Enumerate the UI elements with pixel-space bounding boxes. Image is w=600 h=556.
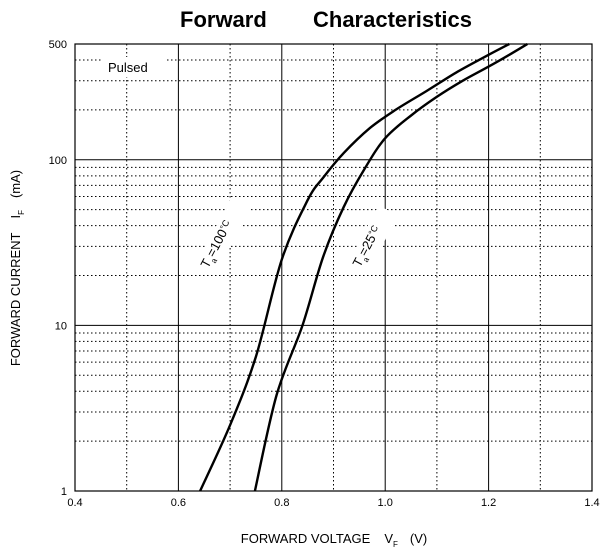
- x-axis-symbol: V: [384, 531, 393, 546]
- pulsed-label-background: [102, 57, 166, 77]
- y-tick-label: 10: [55, 320, 67, 332]
- x-tick-label: 0.6: [171, 497, 186, 509]
- chart-title-left: Forward: [180, 7, 267, 32]
- grid-major: [75, 44, 592, 491]
- x-tick-labels: 0.4 0.6 0.8 1.0 1.2 1.4: [67, 497, 599, 509]
- y-tick-labels: 1 10 100 500: [49, 39, 67, 498]
- series-label-ta-100-background: [195, 197, 251, 275]
- x-tick-label: 1.2: [481, 497, 496, 509]
- y-tick-label: 500: [49, 39, 67, 51]
- plot-frame: [74, 43, 593, 492]
- chart-title-right: Characteristics: [313, 7, 472, 32]
- y-tick-label: 100: [49, 155, 67, 167]
- x-axis-unit: (V): [410, 531, 427, 546]
- x-tick-label: 0.8: [274, 497, 289, 509]
- series-label-ta-100: Ta=100°C: [195, 197, 251, 275]
- series-1-unit: °C: [218, 218, 232, 232]
- x-tick-label: 1.4: [584, 497, 599, 509]
- y-axis-symbol: I: [8, 215, 23, 219]
- series-label-ta-25-background: [347, 205, 398, 274]
- y-axis-unit: (mA): [8, 170, 23, 198]
- series-2-subscript: a: [361, 255, 371, 264]
- x-tick-label: 1.0: [378, 497, 393, 509]
- series-line-ta-25: [253, 42, 529, 492]
- svg-text:FORWARD CURRENTIF(mA): FORWARD CURRENT IF (mA): [8, 170, 26, 366]
- series-label-ta-25: Ta=25°C: [347, 205, 398, 274]
- x-axis-label: FORWARD VOLTAGE: [241, 531, 371, 546]
- y-axis-subscript: F: [17, 210, 26, 215]
- y-axis-label: FORWARD CURRENT: [8, 232, 23, 366]
- series-2-unit: °C: [366, 223, 380, 237]
- pulsed-annotation: Pulsed: [108, 60, 148, 75]
- grid-minor: [75, 44, 592, 491]
- series-curves: [199, 42, 529, 492]
- x-axis-subscript: F: [393, 540, 398, 549]
- series-line-ta-100: [199, 42, 510, 492]
- x-tick-label: 0.4: [67, 497, 82, 509]
- series-1-subscript: a: [209, 256, 219, 265]
- y-tick-label: 1: [61, 486, 67, 498]
